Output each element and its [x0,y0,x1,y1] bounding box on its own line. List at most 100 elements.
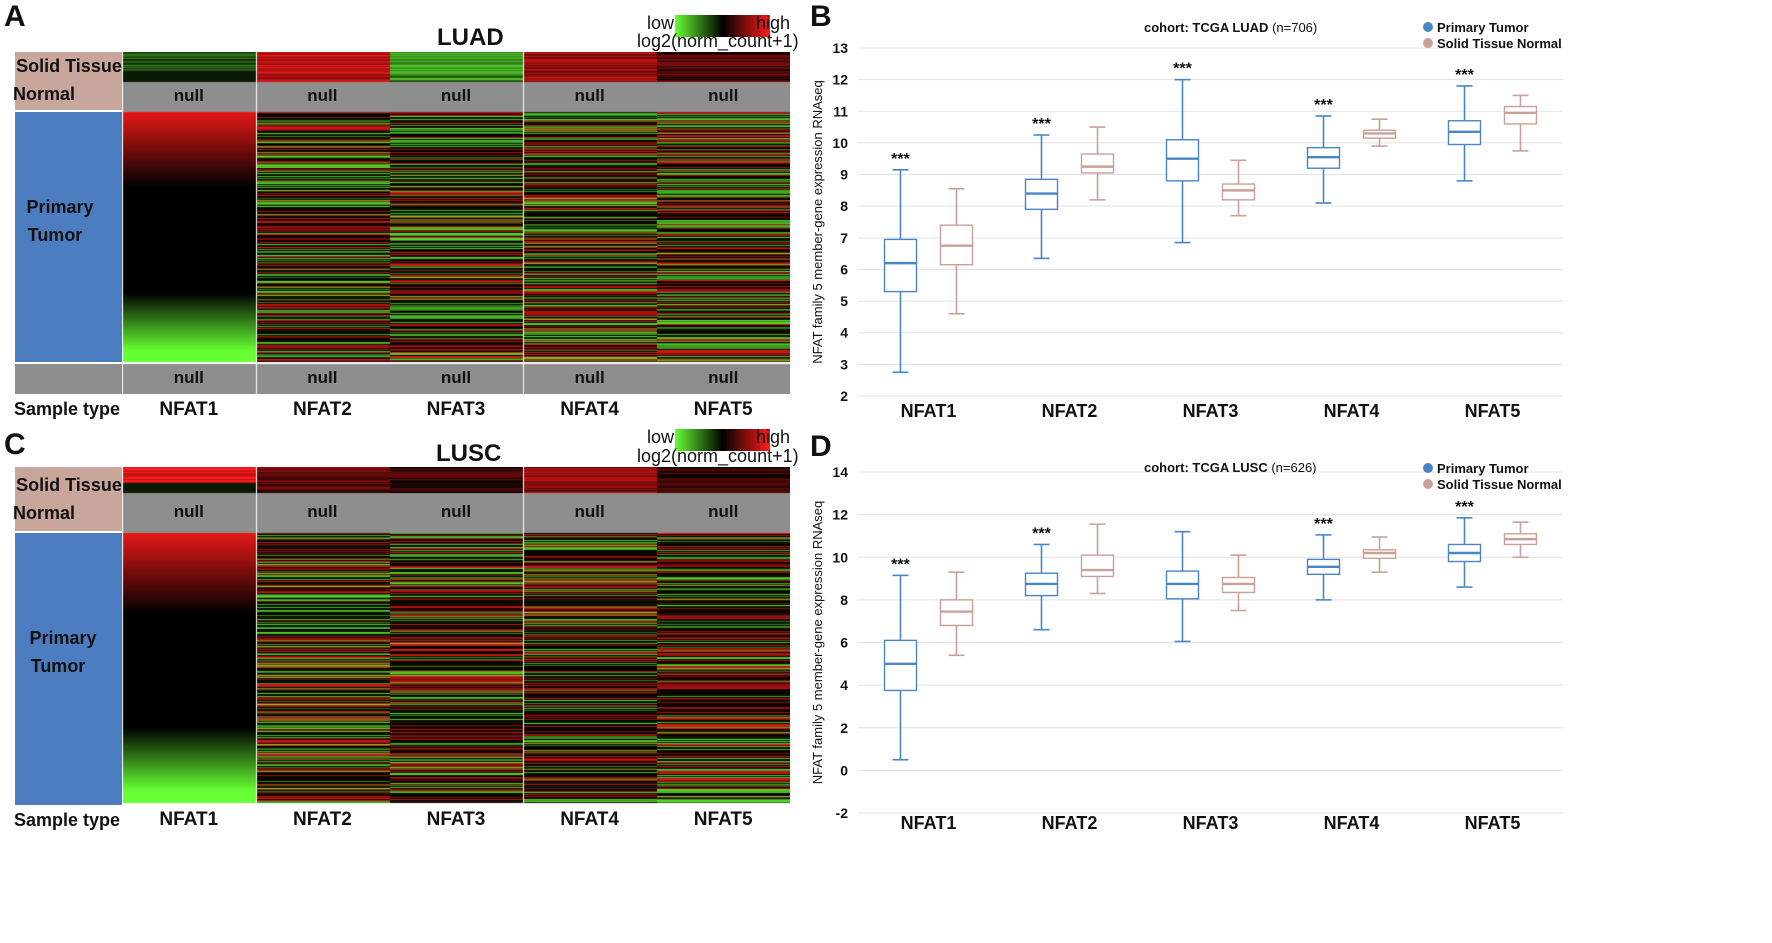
null-label: null [440,368,472,387]
category-label: NFAT2 [1042,401,1098,421]
y-tick-label: 7 [840,230,848,246]
category-label: NFAT1 [901,813,957,833]
heatmap-canvas [122,467,790,805]
null-label: null [440,86,472,105]
null-label: null [574,502,605,521]
null-label: null [173,368,204,387]
null-label: null [307,368,338,387]
box-iqr [883,639,918,692]
legend-swatch [1423,22,1433,32]
y-tick-label: 10 [832,549,848,565]
heatmap-cells [122,467,790,805]
boxplot-lusc: -2 0 2 4 6 8 10 12 14 NFAT family 5 member-gene e… [810,460,1563,833]
y-tick-label: 6 [840,261,848,277]
y-tick-label: 12 [832,72,848,88]
y-tick-label: 2 [840,388,848,404]
y-tick-label: 4 [840,677,848,693]
category-label: NFAT4 [1324,813,1380,833]
cohort-title: cohort: TCGA LUAD (n=706) [1144,20,1317,35]
y-tick-label: 8 [840,198,848,214]
significance-marker: *** [1173,61,1192,78]
null-label: null [173,86,204,105]
legend-label: Primary Tumor [1437,20,1529,35]
category-label: NFAT2 [1042,813,1098,833]
significance-marker: *** [1032,525,1051,542]
legend-high-label: high [756,427,791,447]
sample-normal-label: Solid Tissue [16,475,122,495]
box-iqr [1221,183,1256,201]
box-iqr [1080,153,1115,174]
legend-scale-label: log2(norm_count+1) [637,31,799,51]
heatmap-title: LUSC [436,440,502,467]
category-label: NFAT1 [901,401,957,421]
heatmap-column-label: NFAT2 [293,809,352,830]
box-iqr [883,238,918,293]
sample-null-band [15,364,127,394]
heatmap-column-label: NFAT4 [560,809,619,830]
null-label: null [307,502,338,521]
significance-marker: *** [891,151,910,168]
significance-marker: *** [891,556,910,573]
y-tick-label: 8 [840,592,848,608]
heatmap-column-label: NFAT4 [560,399,619,420]
sample-normal-label: Solid Tissue [16,56,122,76]
y-tick-label: 3 [840,356,848,372]
y-tick-label: 0 [840,762,848,778]
significance-marker: *** [1314,516,1333,533]
boxplot-luad: 2 3 4 5 6 7 8 9 10 11 12 13 NFAT family 5 member-gen… [810,20,1563,421]
y-tick-label: 11 [833,103,848,119]
legend-swatch [1423,463,1433,473]
heatmap-column-label: NFAT5 [693,399,753,420]
box-iqr [1165,139,1200,182]
legend-low-label: low [647,427,675,447]
sample-type-label: Sample type [14,810,121,830]
y-tick-label: 2 [840,720,848,736]
sample-tumor-band [15,112,127,362]
sample-tumor-label-2: Tumor [27,225,83,245]
y-tick-label: -2 [836,805,849,821]
category-label: NFAT3 [1183,813,1239,833]
sample-type-label: Sample type [14,399,121,419]
significance-marker: *** [1314,97,1333,114]
null-label: null [574,368,605,387]
legend-label: Solid Tissue Normal [1437,36,1562,51]
legend-swatch [1423,479,1433,489]
heatmap-column-label: NFAT1 [159,399,219,420]
legend-low-label: low [647,13,675,33]
heatmap-canvas [122,52,790,394]
sample-tumor-band [15,533,127,805]
null-label: null [173,502,204,521]
heatmap-column-label: NFAT5 [693,809,753,830]
legend-swatch [1423,38,1433,48]
box-iqr [1503,105,1538,125]
legend-label: Solid Tissue Normal [1437,477,1562,492]
heatmap-column-label: NFAT1 [159,809,219,830]
cohort-n: (n=706) [1272,20,1317,35]
sample-normal-label-2: Normal [13,84,76,104]
null-label: null [307,86,338,105]
category-label: NFAT5 [1465,401,1521,421]
heatmap-column-label: NFAT3 [426,809,486,830]
color-scale-bar [675,15,770,37]
y-tick-label: 13 [832,40,848,56]
cohort-title: cohort: TCGA LUSC (n=626) [1144,460,1317,475]
sample-tumor-label: Primary [29,628,97,648]
panel-letter-d: D [810,430,832,463]
significance-marker: *** [1455,67,1474,84]
category-label: NFAT4 [1324,401,1380,421]
heatmap-column-label: NFAT2 [293,399,352,420]
cohort-n: (n=626) [1271,460,1316,475]
null-label: null [708,502,739,521]
y-tick-label: 6 [840,635,848,651]
heatmap-cells [122,52,790,394]
legend-high-label: high [756,13,791,33]
y-tick-label: 12 [832,507,848,523]
null-label: null [440,502,472,521]
heatmap-column-label: NFAT3 [426,399,486,420]
color-scale-bar [675,429,770,451]
null-label: null [574,86,605,105]
y-tick-label: 5 [840,293,848,309]
heatmap-title: LUAD [437,24,504,51]
sample-normal-band [15,52,127,110]
sample-tumor-label: Primary [26,197,94,217]
